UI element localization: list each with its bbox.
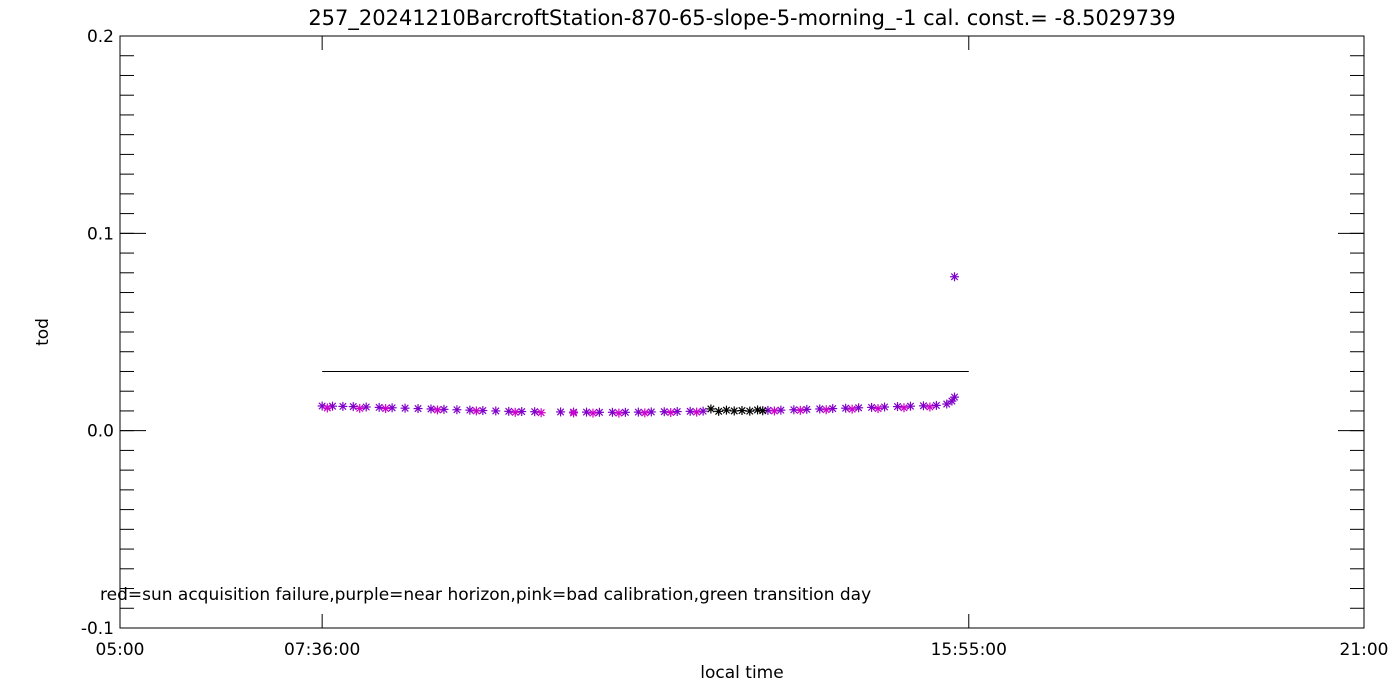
y-tick-label: 0.1 <box>87 224 114 244</box>
data-point <box>769 406 779 416</box>
data-point <box>666 408 676 418</box>
data-point <box>692 407 702 417</box>
data-point <box>802 404 812 414</box>
data-point <box>659 407 669 417</box>
data-point <box>714 406 724 416</box>
data-point <box>633 407 643 417</box>
x-tick-label: 21:00 <box>1340 640 1389 660</box>
y-tick-label: 0.0 <box>87 422 114 442</box>
data-point <box>646 407 656 417</box>
data-point <box>698 406 708 416</box>
y-tick-label: 0.2 <box>87 27 114 47</box>
data-point <box>737 406 747 416</box>
data-point <box>721 405 731 415</box>
data-point <box>847 404 857 414</box>
data-point <box>361 402 371 412</box>
data-points <box>317 272 960 418</box>
data-point <box>925 402 935 412</box>
x-tick-label: 05:00 <box>96 640 145 660</box>
data-point <box>729 406 739 416</box>
data-point <box>815 404 825 414</box>
data-point <box>432 405 442 415</box>
data-point <box>426 404 436 414</box>
data-point <box>950 392 960 402</box>
x-tick-label: 15:55:00 <box>931 640 1007 660</box>
data-point <box>893 402 902 412</box>
y-major-ticks: -0.1 0.0 0.1 0.2 <box>81 27 1364 639</box>
data-point <box>620 407 630 417</box>
data-point <box>828 404 838 414</box>
y-minor-ticks <box>120 55 1364 609</box>
data-point <box>776 405 786 415</box>
data-point <box>854 403 864 413</box>
data-point <box>758 406 768 416</box>
data-point <box>918 401 928 411</box>
data-point <box>569 408 579 418</box>
data-point <box>789 405 799 415</box>
data-point <box>452 405 462 415</box>
data-point <box>614 408 624 418</box>
data-point <box>931 400 941 410</box>
data-point <box>745 406 755 416</box>
data-point <box>387 403 397 413</box>
x-major-ticks: 05:00 07:36:00 15:55:00 21:00 <box>96 36 1389 660</box>
legend-annotation: red=sun acquisition failure,purple=near … <box>100 585 871 605</box>
data-point <box>400 403 410 413</box>
data-point <box>491 406 501 416</box>
data-point <box>867 402 877 412</box>
data-point <box>510 407 520 417</box>
data-point <box>950 272 960 282</box>
data-point <box>640 408 650 418</box>
data-point <box>465 405 475 415</box>
data-point <box>905 401 915 411</box>
data-point <box>355 403 365 413</box>
data-point <box>556 407 566 417</box>
data-point <box>795 405 805 415</box>
data-point <box>530 407 540 417</box>
y-axis-label: tod <box>33 318 53 346</box>
data-point <box>880 402 890 412</box>
data-point <box>873 404 883 414</box>
data-point <box>685 406 695 416</box>
data-point <box>374 402 384 412</box>
data-point <box>672 407 682 417</box>
data-point <box>517 407 527 417</box>
data-point <box>322 403 332 413</box>
data-point <box>536 408 546 418</box>
data-point <box>504 406 514 416</box>
data-point <box>582 407 591 417</box>
data-point <box>594 407 604 417</box>
x-axis-label: local time <box>700 663 783 683</box>
data-point <box>841 403 851 413</box>
data-point <box>381 404 391 414</box>
x-tick-label: 07:36:00 <box>284 640 360 660</box>
data-point <box>338 401 348 411</box>
data-point <box>588 408 598 418</box>
y-tick-label: -0.1 <box>81 619 114 639</box>
data-point <box>478 406 488 416</box>
data-point <box>348 402 358 412</box>
data-point <box>413 404 423 414</box>
data-point <box>821 405 831 415</box>
data-point <box>706 404 716 414</box>
data-point <box>899 403 909 413</box>
plot-frame <box>119 35 1365 629</box>
data-point <box>471 406 481 416</box>
data-point <box>607 407 617 417</box>
chart-title: 257_20241210BarcroftStation-870-65-slope… <box>308 6 1175 31</box>
